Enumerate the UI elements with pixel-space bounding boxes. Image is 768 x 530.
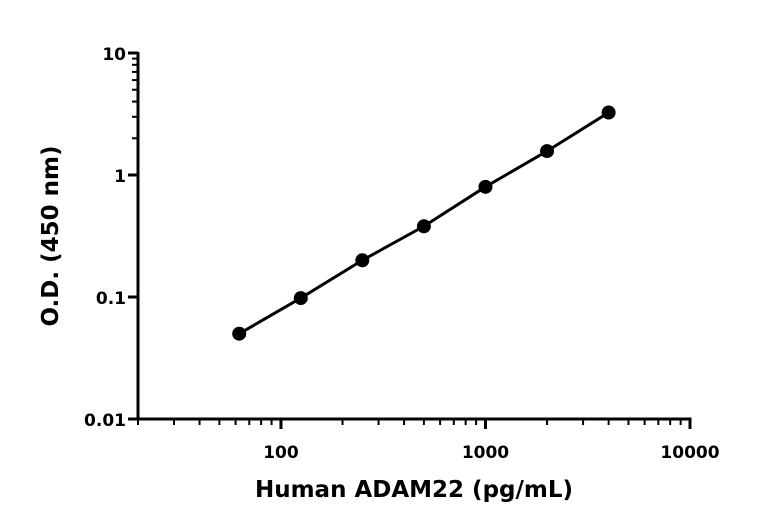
axes <box>136 52 692 421</box>
x-tick-label: 10000 <box>660 443 719 463</box>
plot-area <box>232 105 616 341</box>
x-tick-label: 1000 <box>462 443 509 463</box>
data-point <box>293 291 308 306</box>
data-point <box>478 179 493 194</box>
y-axis-title: O.D. (450 nm) <box>38 145 64 326</box>
data-point <box>355 253 370 268</box>
y-tick-label: 0.01 <box>84 411 126 431</box>
y-tick-label: 0.1 <box>96 289 126 309</box>
y-tick-label: 1 <box>114 167 126 187</box>
x-axis-title: Human ADAM22 (pg/mL) <box>255 477 573 503</box>
y-tick-label: 10 <box>102 45 126 65</box>
data-point <box>601 105 616 120</box>
data-point <box>416 219 431 234</box>
data-point <box>232 326 247 341</box>
data-point <box>540 144 555 159</box>
x-tick-label: 100 <box>263 443 299 463</box>
ticks: 100 1000 10000 0.01 0.1 1 10 <box>84 45 720 463</box>
